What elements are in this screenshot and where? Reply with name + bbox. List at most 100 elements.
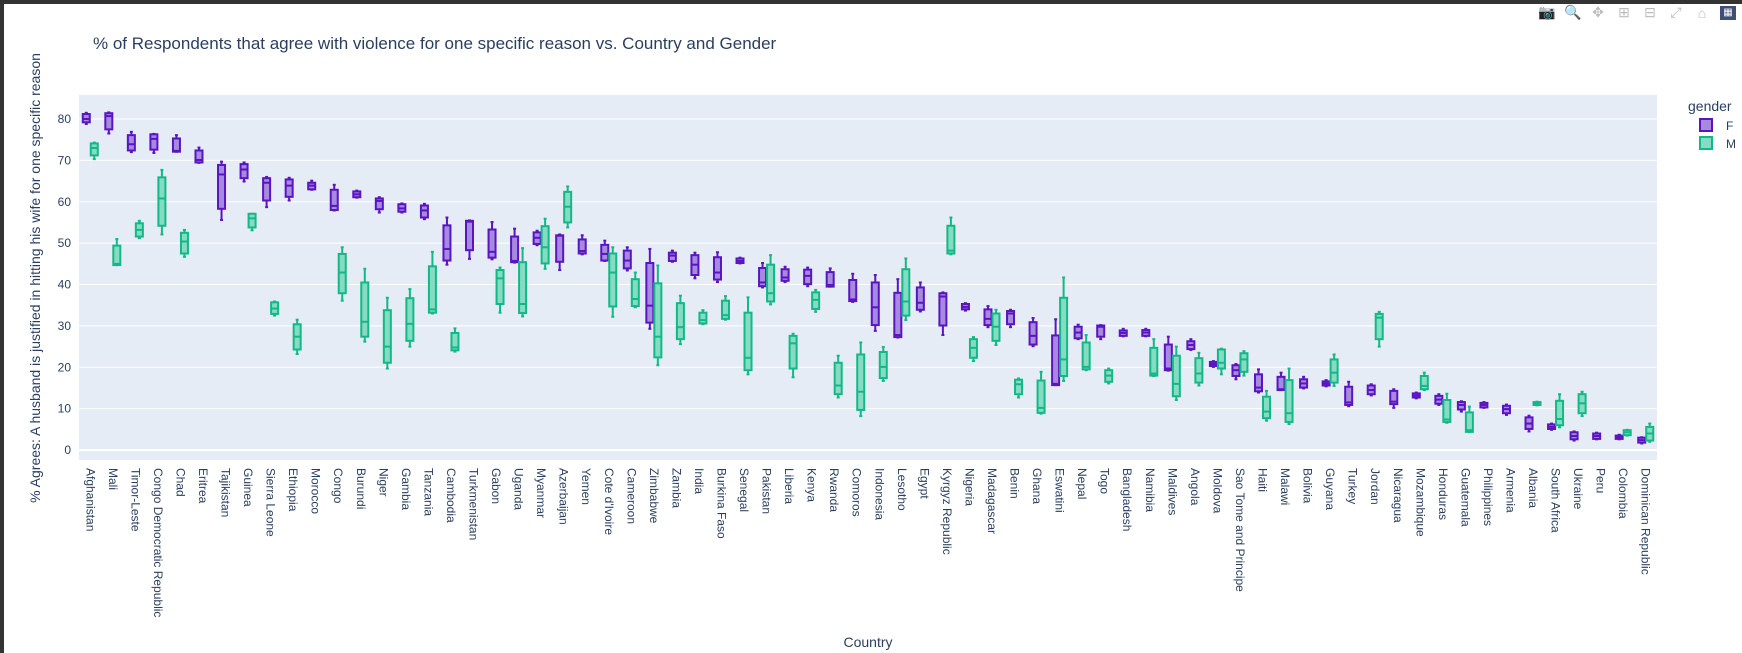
box-f-mali[interactable] bbox=[104, 111, 114, 135]
box-m-gambia[interactable] bbox=[405, 288, 415, 348]
box-f-philippines[interactable] bbox=[1479, 401, 1489, 409]
box-f-haiti[interactable] bbox=[1254, 368, 1263, 394]
box-m-kyrgyz-republic[interactable] bbox=[946, 216, 956, 256]
box-f-malawi[interactable] bbox=[1276, 371, 1286, 392]
camera-icon[interactable]: 📷 bbox=[1538, 4, 1556, 20]
box-m-india[interactable] bbox=[698, 309, 708, 326]
box-f-guyana[interactable] bbox=[1321, 379, 1331, 388]
box-f-eritrea[interactable] bbox=[194, 146, 204, 164]
box-m-niger[interactable] bbox=[382, 296, 392, 370]
box-m-madagascar[interactable] bbox=[991, 308, 1001, 346]
box-m-tanzania[interactable] bbox=[427, 250, 437, 315]
box-f-ukraine[interactable] bbox=[1569, 430, 1579, 442]
box-m-maldives[interactable] bbox=[1171, 345, 1181, 401]
box-f-togo[interactable] bbox=[1096, 324, 1106, 341]
box-f-egypt[interactable] bbox=[915, 281, 925, 313]
box-m-guinea[interactable] bbox=[247, 212, 257, 232]
box-f-armenia[interactable] bbox=[1501, 403, 1511, 416]
box-f-turkmenistan[interactable] bbox=[465, 219, 474, 260]
home-icon[interactable]: ⌂ bbox=[1697, 4, 1707, 21]
box-m-eswatini[interactable] bbox=[1059, 276, 1069, 382]
box-m-nigeria[interactable] bbox=[968, 336, 978, 363]
box-f-ethiopia[interactable] bbox=[284, 176, 294, 202]
plot-area[interactable] bbox=[79, 95, 1657, 460]
box-m-colombia[interactable] bbox=[1622, 428, 1632, 437]
legend-item-m[interactable]: M bbox=[1699, 136, 1736, 151]
zoom-icon[interactable]: 🔍 bbox=[1564, 4, 1582, 20]
box-f-comoros[interactable] bbox=[848, 272, 858, 303]
box-f-south-africa[interactable] bbox=[1547, 422, 1557, 431]
box-m-nepal[interactable] bbox=[1081, 334, 1091, 372]
box-f-cambodia[interactable] bbox=[442, 216, 452, 266]
box-m-senegal[interactable] bbox=[743, 296, 753, 376]
box-m-congo-democratic-republic[interactable] bbox=[157, 168, 167, 236]
box-m-myanmar[interactable] bbox=[540, 217, 550, 270]
box-m-cameroon[interactable] bbox=[630, 271, 640, 309]
box-f-moldova[interactable] bbox=[1208, 360, 1218, 368]
box-f-benin[interactable] bbox=[1006, 308, 1016, 329]
box-m-jordan[interactable] bbox=[1374, 310, 1384, 348]
box-m-indonesia[interactable] bbox=[878, 346, 888, 382]
box-f-kyrgyz-republic[interactable] bbox=[938, 291, 948, 337]
box-f-dominican-republic[interactable] bbox=[1637, 436, 1647, 445]
box-f-nepal[interactable] bbox=[1073, 323, 1083, 341]
box-m-burundi[interactable] bbox=[360, 267, 370, 343]
box-f-gabon[interactable] bbox=[487, 221, 497, 261]
box-f-morocco[interactable] bbox=[307, 179, 317, 191]
box-f-afghanistan[interactable] bbox=[81, 111, 91, 125]
box-f-tanzania[interactable] bbox=[419, 202, 429, 221]
box-m-rwanda[interactable] bbox=[833, 354, 843, 399]
box-f-niger[interactable] bbox=[374, 196, 384, 214]
box-f-burkina-faso[interactable] bbox=[712, 251, 722, 284]
box-m-zambia[interactable] bbox=[675, 294, 685, 346]
box-m-malawi[interactable] bbox=[1284, 367, 1294, 425]
box-m-mali[interactable] bbox=[112, 238, 122, 267]
box-m-sao-tome-and-principe[interactable] bbox=[1239, 350, 1249, 377]
box-m-congo[interactable] bbox=[337, 246, 347, 302]
box-m-zimbabwe[interactable] bbox=[653, 264, 663, 367]
box-f-senegal[interactable] bbox=[735, 256, 745, 265]
box-f-chad[interactable] bbox=[171, 134, 181, 153]
box-f-rwanda[interactable] bbox=[825, 267, 835, 288]
box-f-zimbabwe[interactable] bbox=[645, 247, 655, 330]
box-m-chad[interactable] bbox=[179, 228, 189, 258]
box-m-sierra-leone[interactable] bbox=[270, 300, 280, 317]
box-m-benin[interactable] bbox=[1014, 377, 1024, 399]
box-f-mozambique[interactable] bbox=[1411, 391, 1421, 400]
box-f-cameroon[interactable] bbox=[622, 246, 632, 272]
box-f-azerbaijan[interactable] bbox=[555, 233, 565, 272]
box-m-guyana[interactable] bbox=[1329, 353, 1339, 387]
box-f-ghana[interactable] bbox=[1028, 317, 1038, 348]
autoscale-icon[interactable]: ⤢ bbox=[1670, 4, 1682, 20]
plotly-logo-icon[interactable]: ▦ bbox=[1720, 5, 1736, 20]
box-m-cambodia[interactable] bbox=[450, 327, 460, 353]
box-f-timor-leste[interactable] bbox=[126, 130, 136, 154]
box-m-south-africa[interactable] bbox=[1555, 393, 1565, 429]
box-m-honduras[interactable] bbox=[1442, 392, 1452, 424]
box-f-congo[interactable] bbox=[329, 183, 339, 212]
box-m-namibia[interactable] bbox=[1149, 338, 1159, 377]
zoom-in-icon[interactable]: ⊞ bbox=[1618, 4, 1630, 20]
box-f-nigeria[interactable] bbox=[960, 302, 970, 312]
box-m-kenya[interactable] bbox=[811, 288, 821, 313]
box-f-uganda[interactable] bbox=[510, 227, 520, 264]
box-f-congo-democratic-republic[interactable] bbox=[149, 132, 159, 154]
box-f-namibia[interactable] bbox=[1141, 327, 1151, 338]
box-f-turkey[interactable] bbox=[1344, 380, 1354, 408]
box-f-zambia[interactable] bbox=[667, 249, 677, 263]
box-f-liberia[interactable] bbox=[780, 265, 790, 284]
box-f-jordan[interactable] bbox=[1366, 383, 1376, 397]
box-m-mozambique[interactable] bbox=[1419, 371, 1429, 392]
box-m-lesotho[interactable] bbox=[901, 257, 911, 322]
box-m-liberia[interactable] bbox=[788, 332, 798, 379]
box-m-guatemala[interactable] bbox=[1464, 405, 1474, 433]
box-m-haiti[interactable] bbox=[1262, 389, 1271, 422]
box-f-nicaragua[interactable] bbox=[1389, 388, 1399, 409]
box-m-cote-d-ivoire[interactable] bbox=[608, 246, 618, 318]
legend-item-f[interactable]: F bbox=[1699, 118, 1733, 133]
box-m-togo[interactable] bbox=[1104, 367, 1114, 385]
box-f-colombia[interactable] bbox=[1614, 433, 1624, 441]
box-f-honduras[interactable] bbox=[1434, 393, 1444, 406]
box-m-burkina-faso[interactable] bbox=[720, 295, 730, 321]
box-f-madagascar[interactable] bbox=[983, 305, 993, 329]
